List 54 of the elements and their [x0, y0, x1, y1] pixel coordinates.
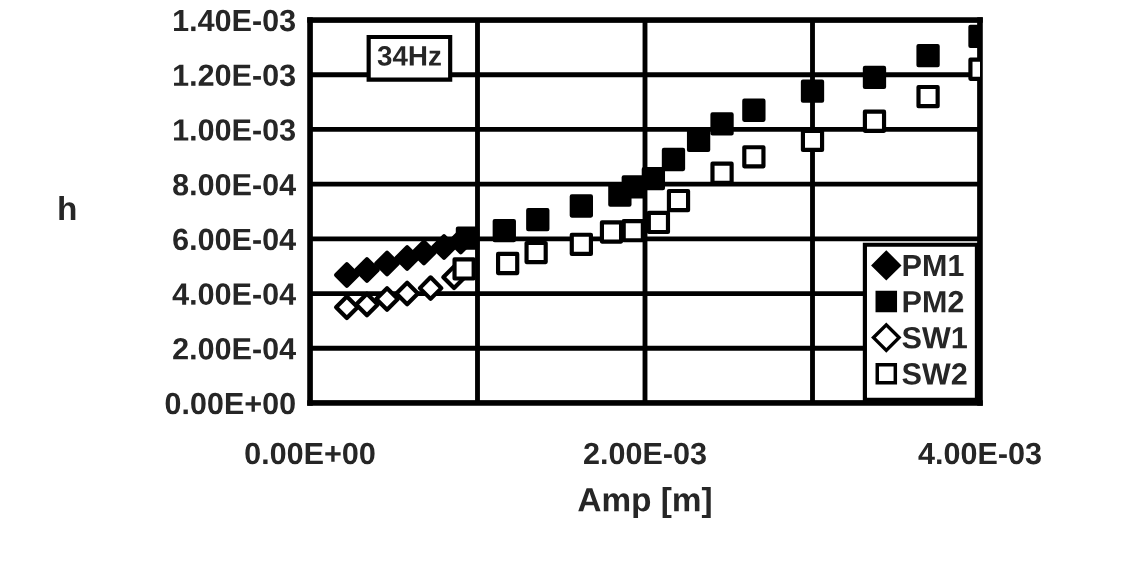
legend-label: SW1	[902, 326, 967, 349]
x-tick-label: 4.00E-03	[918, 442, 1041, 465]
point	[916, 43, 940, 68]
y-tick-label: 8.00E-04	[173, 173, 296, 196]
point	[646, 210, 671, 235]
point	[495, 251, 520, 276]
point	[862, 109, 887, 133]
point	[862, 65, 887, 90]
point	[374, 250, 400, 277]
y-tick-label: 1.00E-03	[174, 119, 296, 141]
point	[394, 245, 420, 271]
y-tick-label: 4.00E-04	[172, 283, 296, 305]
point	[599, 220, 624, 244]
point	[661, 147, 686, 172]
point	[569, 194, 594, 218]
point	[666, 188, 691, 213]
point	[334, 262, 360, 288]
point	[686, 128, 711, 153]
legend-label: SW2	[902, 363, 967, 385]
point	[431, 234, 457, 260]
point	[374, 286, 400, 312]
y-tick-label: 6.00E-04	[173, 228, 296, 251]
point	[916, 84, 940, 109]
point	[524, 240, 548, 265]
point	[526, 208, 550, 232]
legend-label: PM1	[903, 255, 964, 277]
point	[492, 218, 516, 243]
point	[621, 218, 645, 243]
y-axis-title: h	[59, 195, 76, 221]
point	[354, 257, 380, 283]
point	[710, 112, 734, 136]
point	[800, 79, 825, 103]
x-tick-label: 2.00E-03	[584, 442, 706, 465]
y-tick-label: 2.00E-04	[173, 338, 296, 360]
point	[452, 257, 476, 281]
point	[354, 291, 380, 318]
point	[710, 161, 734, 185]
y-tick-label: 0.00E+00	[165, 392, 295, 415]
point	[417, 275, 444, 301]
point	[641, 167, 666, 191]
point	[742, 145, 766, 169]
point	[621, 175, 645, 199]
point	[800, 128, 825, 153]
annotation: 34Hz	[377, 46, 441, 66]
y-tick-label: 1.40E-03	[174, 9, 296, 32]
point	[569, 232, 594, 256]
point	[394, 280, 420, 307]
legend-label: PM2	[903, 290, 964, 313]
x-axis-title: Amp [m]	[578, 487, 711, 519]
y-tick-label: 1.20E-03	[174, 64, 296, 87]
x-tick-label: 0.00E+00	[245, 442, 375, 465]
point	[411, 239, 437, 266]
point	[334, 294, 360, 321]
point	[742, 98, 766, 122]
